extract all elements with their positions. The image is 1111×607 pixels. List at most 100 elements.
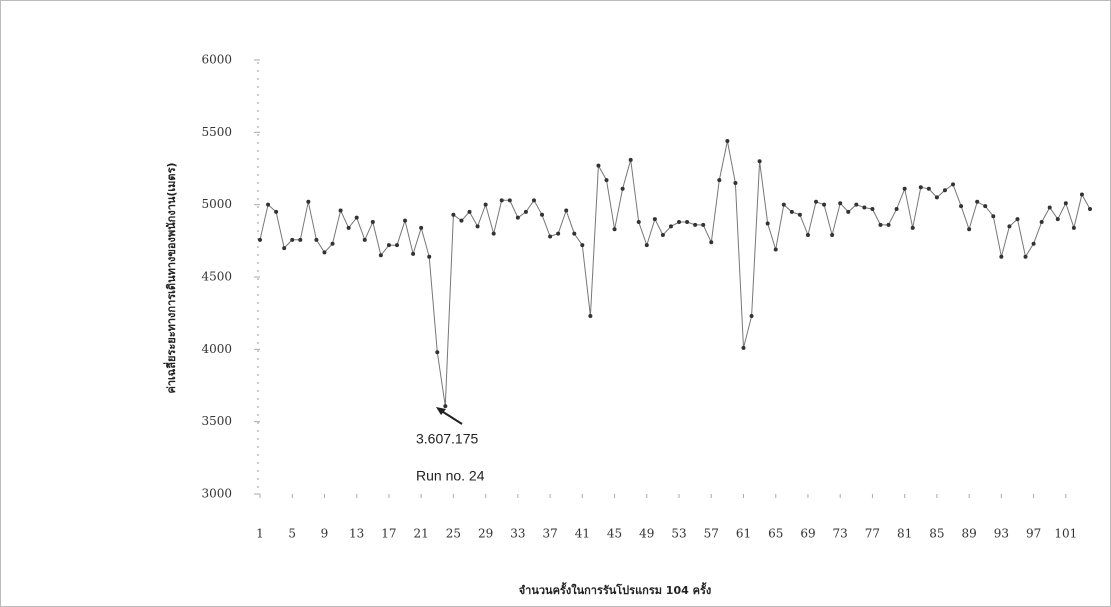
chart: ค่าเฉลี่ยระยะทางการเดินทางของพนักงาน(เมต… xyxy=(0,0,1111,607)
data-point xyxy=(1088,207,1092,211)
data-point xyxy=(524,210,528,214)
data-point xyxy=(725,139,729,143)
data-point xyxy=(548,234,552,238)
data-point xyxy=(838,201,842,205)
data-point xyxy=(580,243,584,247)
x-tick-label: 1 xyxy=(256,527,264,541)
data-point xyxy=(508,198,512,202)
data-point xyxy=(274,210,278,214)
data-point xyxy=(306,200,310,204)
x-tick-label: 41 xyxy=(575,527,590,541)
data-point xyxy=(991,214,995,218)
data-point xyxy=(895,207,899,211)
data-point xyxy=(733,181,737,185)
data-point xyxy=(1015,217,1019,221)
data-point xyxy=(331,242,335,246)
data-point xyxy=(282,246,286,250)
data-point xyxy=(419,226,423,230)
y-tick-label: 3500 xyxy=(201,414,232,428)
data-point xyxy=(371,220,375,224)
data-point xyxy=(629,158,633,162)
data-point xyxy=(959,204,963,208)
data-point xyxy=(411,252,415,256)
data-point xyxy=(596,164,600,168)
data-point xyxy=(685,220,689,224)
data-point xyxy=(750,314,754,318)
data-point xyxy=(774,248,778,252)
x-tick-label: 81 xyxy=(897,527,912,541)
data-point xyxy=(717,178,721,182)
data-point xyxy=(387,243,391,247)
x-tick-label: 97 xyxy=(1026,527,1041,541)
data-point xyxy=(339,208,343,212)
x-tick-label: 17 xyxy=(381,527,396,541)
data-point xyxy=(758,159,762,163)
data-point xyxy=(790,210,794,214)
data-point xyxy=(870,207,874,211)
data-point xyxy=(645,243,649,247)
data-point xyxy=(999,255,1003,259)
data-point xyxy=(564,208,568,212)
x-tick-label: 21 xyxy=(414,527,429,541)
data-point xyxy=(798,213,802,217)
x-tick-label: 33 xyxy=(510,527,525,541)
data-point xyxy=(1024,255,1028,259)
data-point xyxy=(822,203,826,207)
data-point xyxy=(427,255,431,259)
x-tick-label: 61 xyxy=(736,527,751,541)
data-point xyxy=(621,187,625,191)
data-point xyxy=(766,221,770,225)
data-point xyxy=(443,404,447,408)
data-point xyxy=(943,188,947,192)
data-point xyxy=(379,253,383,257)
x-tick-label: 5 xyxy=(288,527,296,541)
x-tick-label: 49 xyxy=(639,527,654,541)
x-axis-label: จำนวนครั้งในการรันโปรแกรม 104 ครั้ง xyxy=(519,582,712,597)
data-point xyxy=(951,182,955,186)
data-point xyxy=(975,200,979,204)
x-tick-label: 45 xyxy=(607,527,622,541)
data-point xyxy=(347,226,351,230)
data-point xyxy=(862,206,866,210)
data-point xyxy=(468,210,472,214)
x-tick-label: 37 xyxy=(542,527,557,541)
x-tick-label: 89 xyxy=(961,527,976,541)
x-tick-label: 29 xyxy=(478,527,493,541)
data-point xyxy=(911,226,915,230)
y-tick-label: 5000 xyxy=(201,197,232,211)
data-point xyxy=(484,203,488,207)
data-point xyxy=(1007,224,1011,228)
data-point xyxy=(403,219,407,223)
data-point xyxy=(830,233,834,237)
data-point xyxy=(669,224,673,228)
x-tick-label: 57 xyxy=(704,527,719,541)
data-point xyxy=(741,346,745,350)
data-point xyxy=(459,219,463,223)
data-point xyxy=(1056,217,1060,221)
y-tick-label: 4000 xyxy=(201,342,232,356)
y-tick-label: 6000 xyxy=(201,53,232,67)
data-point xyxy=(290,238,294,242)
y-tick-label: 4500 xyxy=(201,270,232,284)
data-point xyxy=(701,223,705,227)
x-tick-label: 25 xyxy=(446,527,461,541)
data-point xyxy=(887,223,891,227)
x-tick-label: 85 xyxy=(929,527,944,541)
data-point xyxy=(540,213,544,217)
data-point xyxy=(516,216,520,220)
data-point xyxy=(935,195,939,199)
data-point xyxy=(637,220,641,224)
data-point xyxy=(1048,206,1052,210)
data-point xyxy=(983,204,987,208)
y-axis-label: ค่าเฉลี่ยระยะทางการเดินทางของพนักงาน(เมต… xyxy=(163,162,178,393)
data-point xyxy=(709,240,713,244)
data-point xyxy=(266,203,270,207)
x-tick-label: 9 xyxy=(321,527,329,541)
x-tick-label: 77 xyxy=(865,527,880,541)
data-point xyxy=(782,203,786,207)
data-point xyxy=(846,210,850,214)
data-point xyxy=(435,350,439,354)
data-point xyxy=(967,227,971,231)
data-point xyxy=(492,232,496,236)
data-point xyxy=(556,232,560,236)
